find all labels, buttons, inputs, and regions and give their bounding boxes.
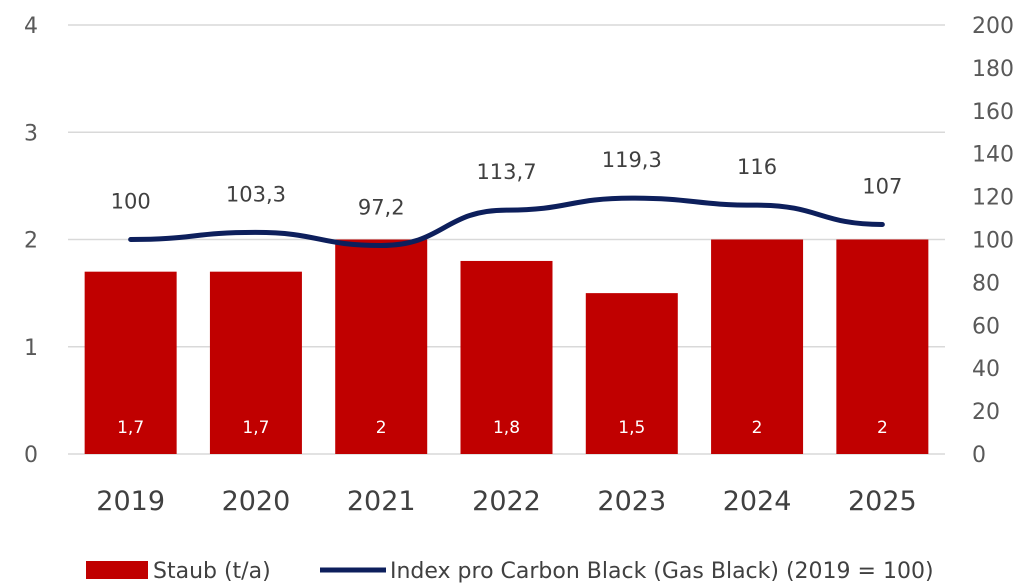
bar: [836, 239, 929, 454]
line-label: 113,7: [476, 160, 536, 184]
line-label: 107: [862, 174, 902, 198]
line-label: 97,2: [358, 196, 405, 220]
line-series: [128, 195, 885, 249]
x-tick-label: 2020: [222, 486, 291, 517]
line-label: 100: [111, 190, 151, 214]
x-tick-label: 2025: [848, 486, 917, 517]
bar-data-labels: 1,7 1,7 2 1,8 1,5 2 2: [117, 418, 888, 438]
right-tick-label: 60: [972, 314, 1000, 339]
legend-bar-label: Staub (t/a): [153, 559, 271, 584]
bar: [209, 271, 302, 454]
left-axis-ticks: 0 1 2 3 4: [24, 14, 38, 468]
bar-label: 2: [752, 418, 763, 438]
right-tick-label: 140: [972, 143, 1014, 168]
x-tick-label: 2021: [347, 486, 416, 517]
x-tick-label: 2023: [597, 486, 666, 517]
right-tick-label: 180: [972, 57, 1014, 82]
right-tick-label: 40: [972, 357, 1000, 382]
right-tick-label: 200: [972, 14, 1014, 39]
x-axis-ticks: 2019 2020 2021 2022 2023 2024 2025: [96, 486, 916, 517]
bar: [585, 293, 678, 454]
x-tick-label: 2024: [723, 486, 792, 517]
left-tick-label: 0: [24, 443, 38, 468]
x-tick-label: 2022: [472, 486, 541, 517]
legend: Staub (t/a) Index pro Carbon Black (Gas B…: [86, 559, 934, 584]
left-tick-label: 1: [24, 336, 38, 361]
line-label: 116: [737, 155, 777, 179]
right-axis-ticks: 0 20 40 60 80 100 120 140 160 180 200: [972, 14, 1014, 468]
legend-line-label: Index pro Carbon Black (Gas Black) (2019…: [390, 559, 934, 584]
bar: [84, 271, 177, 454]
bar-label: 1,8: [493, 418, 520, 438]
left-tick-label: 2: [24, 229, 38, 254]
line-label: 119,3: [602, 148, 662, 172]
bar: [335, 239, 428, 454]
right-tick-label: 20: [972, 400, 1000, 425]
right-tick-label: 120: [972, 186, 1014, 211]
bar: [711, 239, 804, 454]
bar-label: 1,5: [618, 418, 645, 438]
right-tick-label: 80: [972, 271, 1000, 296]
line-series-path: [128, 195, 885, 249]
bar: [460, 260, 553, 454]
bar-label: 2: [877, 418, 888, 438]
line-label: 103,3: [226, 182, 286, 206]
bar-label: 1,7: [117, 418, 144, 438]
legend-bar-swatch: [86, 561, 148, 579]
bar-label: 1,7: [242, 418, 269, 438]
bar-label: 2: [376, 418, 387, 438]
x-tick-label: 2019: [96, 486, 165, 517]
right-tick-label: 160: [972, 100, 1014, 125]
right-tick-label: 0: [972, 443, 986, 468]
left-tick-label: 4: [24, 14, 38, 39]
right-tick-label: 100: [972, 229, 1014, 254]
left-tick-label: 3: [24, 121, 38, 146]
line-data-labels: 100 103,3 97,2 113,7 119,3 116 107: [111, 148, 903, 219]
bar-series: [84, 239, 929, 454]
